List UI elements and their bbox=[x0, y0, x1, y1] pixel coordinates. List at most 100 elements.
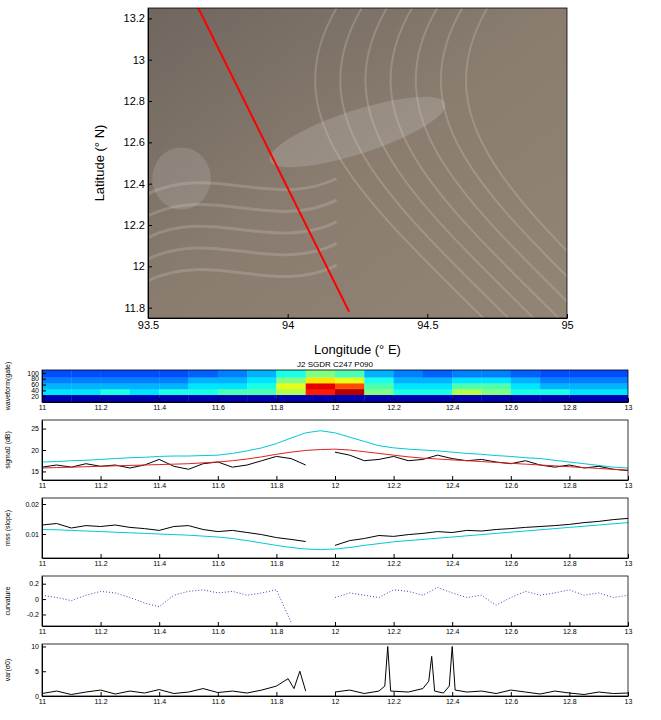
x-tick-label: 11.8 bbox=[270, 698, 283, 705]
heat-cell bbox=[452, 395, 482, 402]
y-tick-mark bbox=[42, 396, 46, 397]
heat-cell bbox=[540, 389, 570, 395]
x-tick-label: 12 bbox=[332, 628, 340, 635]
y-tick-mark bbox=[42, 373, 46, 374]
x-tick: 94.5 bbox=[417, 314, 438, 331]
heat-cell bbox=[71, 383, 101, 389]
y-tick-label: 12.6 bbox=[124, 136, 145, 148]
x-axis-title: Longitude (° E) bbox=[314, 342, 401, 357]
x-tick-mark bbox=[569, 692, 570, 696]
map-texture bbox=[466, 8, 567, 318]
figure: 93.59494.59511.81212.212.412.612.81313.2… bbox=[0, 0, 661, 720]
x-tick-label: 12 bbox=[332, 404, 340, 411]
x-tick-mark bbox=[569, 398, 570, 402]
y-tick: 0 bbox=[35, 596, 46, 603]
plot-frame bbox=[42, 420, 628, 480]
y-tick-mark bbox=[148, 101, 152, 102]
x-tick-mark bbox=[511, 554, 512, 558]
x-tick-label: 12.6 bbox=[504, 698, 518, 705]
x-tick-mark bbox=[101, 476, 102, 480]
heat-cell bbox=[423, 370, 453, 378]
x-tick-label: 12.8 bbox=[563, 560, 577, 567]
heat-cell bbox=[189, 395, 219, 402]
map-texture bbox=[391, 8, 559, 318]
map-texture bbox=[148, 265, 337, 281]
y-tick-label: 12.2 bbox=[124, 219, 145, 231]
y-tick-label: 100 bbox=[27, 370, 39, 377]
y-tick-label: 12 bbox=[133, 260, 145, 272]
y-tick-mark bbox=[42, 385, 46, 386]
heat-cell bbox=[335, 389, 365, 395]
x-tick-label: 11.6 bbox=[212, 482, 225, 489]
y-axis: 20406080100 bbox=[27, 370, 46, 403]
x-axis: 93.59494.595 bbox=[138, 314, 574, 331]
heat-cell bbox=[540, 395, 570, 402]
x-tick-mark bbox=[288, 314, 289, 318]
heat-cell bbox=[218, 383, 248, 389]
heat-cell bbox=[511, 389, 541, 395]
x-tick: 11.8 bbox=[270, 622, 283, 635]
x-tick-mark bbox=[427, 314, 428, 318]
plot-frame bbox=[42, 370, 628, 402]
x-tick: 11.2 bbox=[95, 554, 108, 567]
x-tick-mark bbox=[452, 622, 453, 626]
heat-cell bbox=[101, 389, 131, 395]
x-tick-mark bbox=[276, 554, 277, 558]
y-tick: 0.01 bbox=[25, 531, 46, 538]
y-tick: 0.2 bbox=[29, 580, 46, 587]
x-tick-label: 12.8 bbox=[563, 698, 577, 705]
x-tick: 11.6 bbox=[212, 622, 225, 635]
x-tick-label: 11.2 bbox=[95, 698, 108, 705]
x-tick-label: 12.8 bbox=[563, 482, 577, 489]
x-tick: 11.6 bbox=[212, 398, 225, 411]
x-tick-label: 11.2 bbox=[95, 560, 108, 567]
y-axis-title: mss (slope) bbox=[4, 510, 12, 546]
y-tick: 15 bbox=[31, 468, 46, 475]
x-tick: 12.4 bbox=[446, 398, 460, 411]
map-texture bbox=[315, 8, 483, 318]
heat-cell bbox=[130, 389, 160, 395]
x-tick: 12.8 bbox=[563, 554, 577, 567]
heat-cell bbox=[364, 370, 394, 378]
x-tick: 12.2 bbox=[387, 398, 401, 411]
y-tick-mark bbox=[42, 614, 46, 615]
x-tick-mark bbox=[394, 398, 395, 402]
x-tick: 12 bbox=[332, 692, 340, 705]
y-tick-mark bbox=[148, 18, 152, 19]
heat-cell bbox=[394, 389, 424, 395]
x-tick-mark bbox=[511, 692, 512, 696]
map-image bbox=[148, 8, 567, 318]
x-tick: 11.4 bbox=[153, 692, 166, 705]
map-texture bbox=[416, 8, 567, 318]
heat-cell bbox=[306, 395, 336, 402]
x-tick-label: 13 bbox=[625, 628, 633, 635]
x-tick-mark bbox=[394, 692, 395, 696]
x-tick: 12.8 bbox=[563, 692, 577, 705]
heat-cell bbox=[159, 383, 189, 389]
x-tick: 13 bbox=[625, 622, 633, 635]
heat-cell bbox=[42, 395, 72, 402]
x-tick-label: 12.2 bbox=[387, 560, 401, 567]
x-tick-label: 11.4 bbox=[153, 628, 166, 635]
heat-cell bbox=[423, 395, 453, 402]
x-tick-label: 12.6 bbox=[504, 560, 518, 567]
x-tick: 12 bbox=[332, 622, 340, 635]
x-tick-label: 11.2 bbox=[95, 404, 108, 411]
y-tick: 5 bbox=[35, 668, 46, 675]
x-tick-label: 12.4 bbox=[446, 628, 460, 635]
track-line bbox=[198, 8, 349, 312]
heat-cell bbox=[452, 389, 482, 395]
heat-cell bbox=[569, 370, 599, 378]
heat-cell bbox=[306, 383, 336, 389]
heat-cell bbox=[247, 389, 277, 395]
plot-frame bbox=[42, 644, 628, 696]
y-axis-title: waveform(gate) bbox=[4, 362, 12, 412]
x-tick: 11.8 bbox=[270, 398, 283, 411]
x-tick-mark bbox=[159, 622, 160, 626]
x-tick-mark bbox=[335, 692, 336, 696]
heat-cell bbox=[101, 377, 131, 383]
x-tick: 12.6 bbox=[504, 398, 518, 411]
plot-frame bbox=[42, 498, 628, 558]
y-tick: 20 bbox=[31, 447, 46, 454]
heat-cell bbox=[423, 377, 453, 383]
